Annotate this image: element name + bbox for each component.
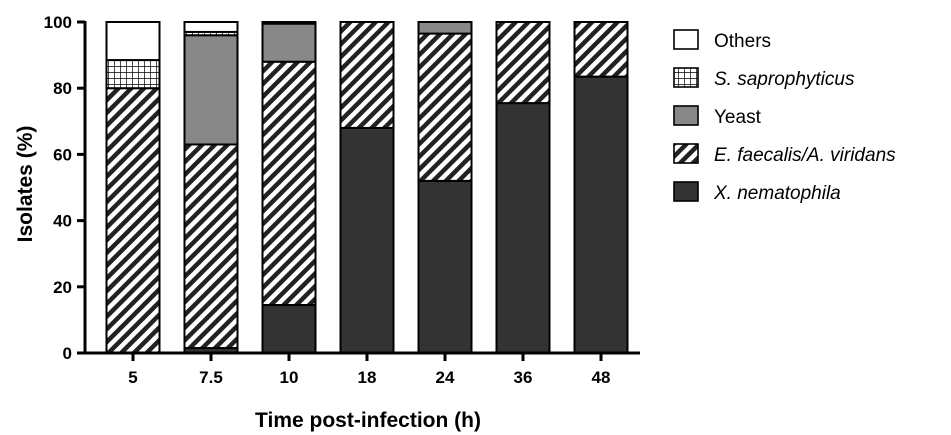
legend-label-x-nematophila: X. nematophila [713,183,841,204]
x-ticks: 5 7.5 10 18 24 36 48 [128,353,610,387]
bar-segment-others [183,21,239,33]
legend: Others S. saprophyticus Yeast E. faecalis/A… [673,29,896,204]
legend-swatch-s-saprophyticus [673,67,699,88]
x-tick-label: 18 [358,368,377,387]
x-tick-label: 7.5 [199,368,223,387]
bar-segment-e-faecalis-a-viridans [183,143,239,350]
bar-segment-yeast [417,21,473,35]
legend-swatch-x-nematophila [673,181,699,202]
bar-segment-x-nematophila [261,304,317,355]
bar-segment-x-nematophila [495,102,551,354]
bar-segment-x-nematophila [573,75,629,355]
bar-segment-e-faecalis-a-viridans [105,87,161,354]
y-axis-title: Isolates (%) [14,126,37,243]
x-tick-label: 24 [436,368,455,387]
y-tick-label: 20 [53,278,72,297]
bar-segment-s-saprophyticus [105,59,161,90]
y-tick-label: 80 [53,79,72,98]
bar-segment-e-faecalis-a-viridans [573,21,629,78]
bar-segment-x-nematophila [339,126,395,354]
legend-swatch-others [673,29,699,50]
bar-segment-x-nematophila [417,179,473,354]
bar-segment-yeast [183,34,239,146]
bar-segment-others [105,21,161,62]
y-tick-label: 40 [53,212,72,231]
bar-segment-e-faecalis-a-viridans [417,32,473,182]
legend-label-others: Others [714,31,771,52]
legend-label-e-faecalis-a-viridans: E. faecalis/A. viridans [714,145,896,166]
y-ticks: 0 20 40 60 80 100 [44,13,85,363]
bar-segment-e-faecalis-a-viridans [339,21,395,129]
bar-segment-s-saprophyticus [261,21,317,25]
x-tick-label: 10 [280,368,299,387]
x-tick-label: 5 [128,368,137,387]
y-tick-label: 100 [44,13,72,32]
legend-swatch-yeast [673,105,699,126]
x-tick-label: 36 [514,368,533,387]
y-tick-label: 60 [53,145,72,164]
x-tick-label: 48 [592,368,611,387]
bar-segment-e-faecalis-a-viridans [261,60,317,307]
legend-label-s-saprophyticus: S. saprophyticus [714,69,855,90]
legend-label-yeast: Yeast [714,107,762,128]
bar-segment-e-faecalis-a-viridans [495,21,551,105]
y-tick-label: 0 [63,344,72,363]
bar-segment-yeast [261,22,317,63]
bars-group [105,21,629,355]
legend-swatch-e-faecalis-a-viridans [673,143,699,164]
x-axis-title: Time post-infection (h) [255,409,481,432]
